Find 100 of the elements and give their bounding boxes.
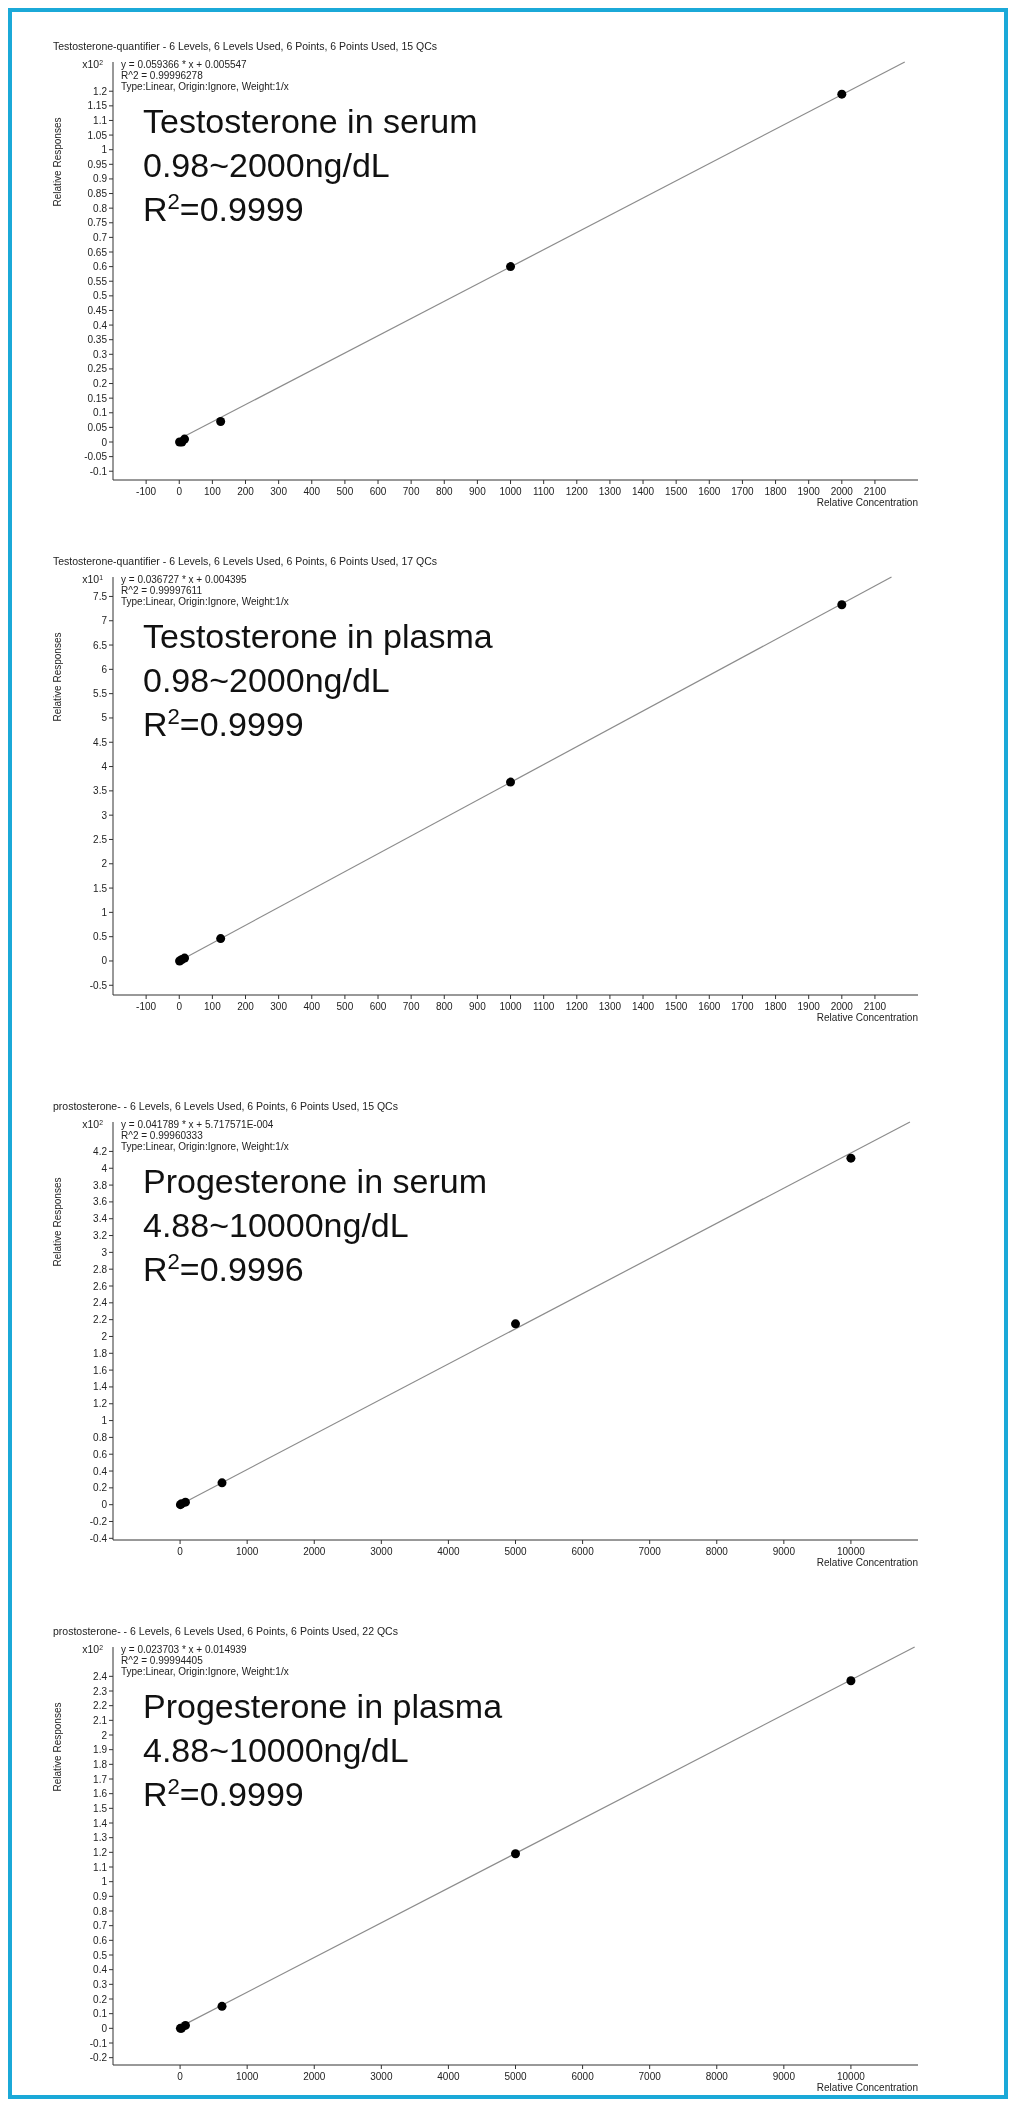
y-tick-label: 0.9 xyxy=(93,1890,108,1902)
x-tick-label: 7000 xyxy=(638,1546,662,1557)
y-tick-label: 0.25 xyxy=(87,363,108,375)
x-tick-label: 200 xyxy=(237,486,255,497)
x-tick-label: -100 xyxy=(136,486,157,497)
y-tick-label: 2.5 xyxy=(93,833,108,845)
y-tick-label: 0.5 xyxy=(93,931,108,943)
y-tick-label: 0.2 xyxy=(93,378,108,390)
x-tick-label: 1400 xyxy=(631,1001,655,1012)
y-tick-label: -0.2 xyxy=(89,2052,108,2064)
y-tick-label: 1.8 xyxy=(93,1758,108,1770)
y-tick-label: -0.1 xyxy=(89,465,108,477)
y-tick-label: 2 xyxy=(101,1330,108,1342)
y-tick-label: 1.5 xyxy=(93,1802,108,1814)
x-tick-label: 1800 xyxy=(764,1001,788,1012)
y-tick-label: 2.4 xyxy=(93,1670,108,1682)
y-tick-label: -0.2 xyxy=(89,1516,108,1527)
y-tick-label: 5.5 xyxy=(93,688,108,700)
x-tick-label: 1500 xyxy=(665,486,688,497)
x-tick-label: 0 xyxy=(177,2071,184,2082)
annotation: R$^{2}$=0.9999 xyxy=(143,1773,304,1813)
annotation: R^2 = 0.99997611 xyxy=(121,585,203,596)
annotation: y = 0.041789 * x + 5.717571E-004 xyxy=(121,1119,274,1130)
y-tick-label: -0.05 xyxy=(84,451,108,463)
y-tick-label: 0 xyxy=(101,2022,108,2034)
y-tick-label: 2.2 xyxy=(93,1700,108,1712)
y-tick-label: -0.5 xyxy=(89,979,108,991)
x-tick-label: 1200 xyxy=(565,486,589,497)
annotation: 0.98~2000ng/dL xyxy=(143,146,390,184)
y-tick-label: 0.4 xyxy=(93,1465,108,1477)
y-tick-label: 4.5 xyxy=(93,736,108,748)
y-tick-label: 0.1 xyxy=(93,407,108,419)
x-tick-label: 2100 xyxy=(863,1001,887,1012)
y-tick-label: 1 xyxy=(101,906,108,918)
x-tick-label: 300 xyxy=(270,1001,288,1012)
x-tick-label: 1200 xyxy=(565,1001,589,1012)
y-axis-title: Relative Responses xyxy=(52,1177,63,1267)
y-tick-label: 0.5 xyxy=(93,290,108,302)
y-tick-label: 1.1 xyxy=(93,1861,108,1873)
y-tick-label: 0.45 xyxy=(87,304,108,316)
y-tick-label: 1.4 xyxy=(93,1381,108,1393)
x-tick-label: 2000 xyxy=(303,1546,326,1557)
x-tick-label: 3000 xyxy=(370,1546,393,1557)
x-tick-label: 600 xyxy=(369,1001,387,1012)
x-tick-label: 0 xyxy=(177,1546,184,1557)
x-tick-label: 2000 xyxy=(303,2071,326,2082)
y-tick-label: 0.8 xyxy=(93,1431,108,1443)
y-tick-label: 0.75 xyxy=(87,217,108,229)
chart-title: prostosterone- - 6 Levels, 6 Levels Used, 6 Points, 6 Points Used, 22 QCs xyxy=(53,1625,398,1637)
y-tick-label: 0 xyxy=(101,436,108,448)
y-tick-label: 0.65 xyxy=(87,246,108,258)
x-tick-label: 6000 xyxy=(571,2071,595,2082)
x-tick-label: 1900 xyxy=(797,486,821,497)
y-tick-label: 1.7 xyxy=(93,1773,108,1785)
y-tick-label: 1.2 xyxy=(93,1846,108,1858)
x-tick-label: 8000 xyxy=(705,1546,729,1557)
y-tick-label: 1.6 xyxy=(93,1364,108,1376)
y-tick-label: 3 xyxy=(101,1246,108,1258)
y-tick-label: 0.6 xyxy=(93,1934,108,1946)
y-tick-label: 1.2 xyxy=(93,1398,108,1410)
y-tick-label: 2.8 xyxy=(93,1263,108,1275)
y-tick-label: 1.2 xyxy=(93,85,108,97)
y-tick-label: 0.6 xyxy=(93,261,108,273)
x-tick-label: 0 xyxy=(176,486,183,497)
y-tick-label: 0.7 xyxy=(93,1920,108,1932)
chart-title: Testosterone-quantifier - 6 Levels, 6 Levels Used, 6 Points, 6 Points Used, 15 QCs xyxy=(53,40,438,52)
y-tick-label: 3.8 xyxy=(93,1179,108,1191)
y-tick-label: 0.85 xyxy=(87,188,108,200)
x-tick-label: 5000 xyxy=(504,2071,528,2082)
annotation: 0.98~2000ng/dL xyxy=(143,661,390,699)
y-tick-label: 4 xyxy=(101,1162,108,1174)
y-tick-label: 0.7 xyxy=(93,231,108,243)
y-tick-label: 5 xyxy=(101,712,108,724)
y-tick-label: 1 xyxy=(101,144,108,156)
chart-title: Testosterone-quantifier - 6 Levels, 6 Levels Used, 6 Points, 6 Points Used, 17 QCs xyxy=(53,555,438,567)
x-tick-label: 1000 xyxy=(236,1546,259,1557)
y-tick-label: 0.05 xyxy=(87,421,108,433)
y-tick-label: 6.5 xyxy=(93,639,108,651)
x-tick-label: 1600 xyxy=(698,1001,721,1012)
y-tick-label: 3.5 xyxy=(93,785,108,797)
y-tick-label: 0.55 xyxy=(87,275,108,287)
y-tick-label: 0.15 xyxy=(87,392,108,404)
x-tick-label: 9000 xyxy=(772,2071,796,2082)
y-tick-label: 1.15 xyxy=(87,100,108,112)
y-tick-label: -0.1 xyxy=(89,2037,108,2049)
y-tick-label: 2.6 xyxy=(93,1280,108,1292)
y-tick-label: 1.9 xyxy=(93,1744,108,1756)
x-tick-label: 0 xyxy=(176,1001,183,1012)
annotation: Testosterone in plasma xyxy=(143,617,493,655)
text: x10$^{2}$ xyxy=(82,58,104,70)
y-tick-label: 4 xyxy=(101,761,108,773)
x-tick-label: 1300 xyxy=(598,1001,622,1012)
y-tick-label: 0.5 xyxy=(93,1949,108,1961)
x-tick-label: 1700 xyxy=(731,486,754,497)
y-tick-label: 2.1 xyxy=(93,1714,108,1726)
text: x10$^{1}$ xyxy=(82,573,104,585)
annotation: R$^{2}$=0.9999 xyxy=(143,188,304,228)
x-tick-label: 2000 xyxy=(830,486,854,497)
y-tick-label: 3.4 xyxy=(93,1213,108,1225)
x-tick-label: 1100 xyxy=(532,1001,555,1012)
